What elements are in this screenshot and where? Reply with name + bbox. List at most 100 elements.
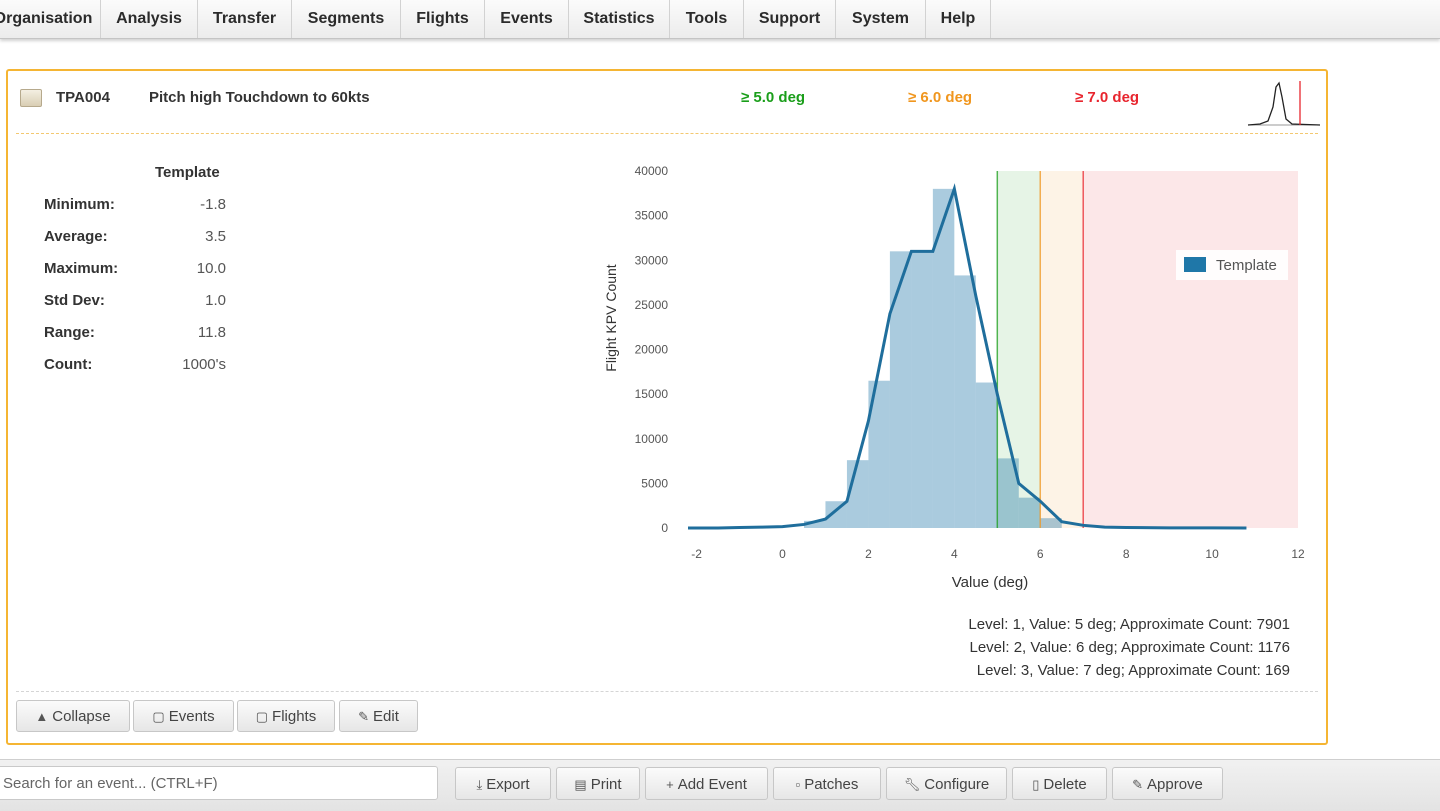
edit-button[interactable]: ✎ Edit	[339, 700, 418, 732]
legend-label: Template	[1216, 257, 1277, 274]
stat-value: 1000's	[182, 356, 226, 373]
stat-row-average: Average: 3.5	[44, 228, 226, 248]
x-tick-label: 2	[865, 547, 872, 561]
x-tick-label: 12	[1291, 547, 1305, 561]
histogram-bar	[803, 520, 826, 528]
delete-button[interactable]: ▯ Delete	[1012, 767, 1107, 800]
event-search-input[interactable]	[0, 766, 438, 800]
nav-item-events[interactable]: Events	[485, 0, 569, 38]
y-tick-label: 0	[661, 521, 668, 535]
level-note-1: Level: 1, Value: 5 deg; Approximate Coun…	[968, 616, 1290, 633]
y-tick-label: 40000	[635, 164, 669, 178]
threshold-zone-2	[1040, 171, 1084, 528]
y-axis-label: Flight KPV Count	[603, 264, 619, 371]
legend-swatch	[1184, 257, 1206, 272]
threshold-zone-1	[997, 171, 1041, 528]
kpv-header[interactable]: TPA004 Pitch high Touchdown to 60kts ≥ 5…	[8, 71, 1326, 133]
nav-item-help[interactable]: Help	[926, 0, 991, 38]
distribution-curve	[688, 183, 1247, 530]
configure-label: Configure	[924, 776, 990, 793]
stat-label: Minimum:	[44, 196, 115, 213]
stat-value: 11.8	[197, 324, 226, 341]
y-tick-label: 10000	[635, 432, 669, 446]
stat-label: Average:	[44, 228, 108, 245]
nav-item-flights[interactable]: Flights	[401, 0, 485, 38]
delete-label: Delete	[1043, 776, 1087, 793]
actions-divider	[16, 691, 1318, 692]
histogram-bar	[975, 382, 998, 528]
add-event-label: Add Event	[677, 776, 747, 793]
nav-item-system[interactable]: System	[836, 0, 926, 38]
stat-label: Std Dev:	[44, 292, 105, 309]
printer-icon: ▤	[574, 777, 587, 792]
add-event-button[interactable]: + Add Event	[645, 767, 768, 800]
trash-icon: ▯	[1032, 777, 1040, 792]
flights-button[interactable]: ▢ Flights	[237, 700, 335, 732]
nav-item-transfer[interactable]: Transfer	[198, 0, 292, 38]
kpv-panel: TPA004 Pitch high Touchdown to 60kts ≥ 5…	[6, 69, 1328, 745]
threshold-zone-3	[1083, 171, 1298, 528]
histogram-bar	[997, 458, 1019, 528]
stat-value: -1.8	[200, 196, 226, 213]
histogram-bar	[825, 501, 847, 528]
nav-item-statistics[interactable]: Statistics	[569, 0, 670, 38]
approve-button[interactable]: ✎ Approve	[1112, 767, 1223, 800]
histogram-chart: 0 5000 10000 15000 20000 25000 30000 35000 40000…	[603, 164, 1305, 591]
nav-item-segments[interactable]: Segments	[292, 0, 401, 38]
collapse-button[interactable]: ▲ Collapse	[16, 700, 130, 732]
x-tick-label: 4	[951, 547, 958, 561]
x-tick-label: 8	[1123, 547, 1130, 561]
y-tick-label: 5000	[641, 476, 668, 490]
histogram-bar	[889, 251, 912, 528]
x-tick-label: 6	[1037, 547, 1044, 561]
histogram-bar	[868, 380, 890, 528]
x-axis-label: Value (deg)	[952, 574, 1028, 591]
patches-button[interactable]: ▫ Patches	[773, 767, 881, 800]
threshold-level-1: ≥ 5.0 deg	[741, 89, 806, 106]
events-button[interactable]: ▢ Events	[133, 700, 234, 732]
patches-label: Patches	[804, 776, 859, 793]
kpv-title: Pitch high Touchdown to 60kts	[149, 89, 370, 106]
level-note-2: Level: 2, Value: 6 deg; Approximate Coun…	[969, 639, 1291, 656]
print-button[interactable]: ▤ Print	[556, 767, 640, 800]
stat-value: 1.0	[205, 292, 226, 309]
bottom-toolbar: ⤓Export ▤Print +Add Event ▫Patches 🔧︎Con…	[0, 759, 1440, 811]
approve-label: Approve	[1147, 776, 1203, 793]
histogram-bar	[1018, 497, 1041, 528]
y-tick-label: 30000	[635, 253, 669, 267]
nav-item-analysis[interactable]: Analysis	[101, 0, 198, 38]
comment-icon: ▢	[152, 709, 165, 724]
x-tick-label: 10	[1205, 547, 1219, 561]
stat-row-count: Count: 1000's	[44, 356, 226, 376]
histogram-bar	[1040, 518, 1062, 528]
y-tick-label: 15000	[635, 387, 669, 401]
pencil-icon: ✎	[1132, 777, 1144, 792]
stat-label: Maximum:	[44, 260, 119, 277]
configure-button[interactable]: 🔧︎ Configure	[886, 767, 1007, 800]
histogram-bar	[932, 188, 955, 528]
nav-item-tools[interactable]: Tools	[670, 0, 744, 38]
top-nav: Organisation Analysis Transfer Segments …	[0, 0, 1440, 39]
stat-label: Range:	[44, 324, 95, 341]
collapse-label: Collapse	[52, 708, 111, 725]
level-note-3: Level: 3, Value: 7 deg; Approximate Coun…	[976, 662, 1290, 679]
stat-row-minimum: Minimum: -1.8	[44, 196, 226, 216]
download-icon: ⤓	[476, 777, 483, 792]
plus-icon: +	[666, 777, 674, 792]
threshold-level-2: ≥ 6.0 deg	[908, 89, 973, 106]
sparkline-distribution-icon	[1247, 81, 1321, 126]
print-label: Print	[590, 776, 622, 793]
nav-item-support[interactable]: Support	[744, 0, 836, 38]
export-button[interactable]: ⤓ Export	[455, 767, 551, 800]
nav-item-organisation[interactable]: Organisation	[0, 0, 101, 38]
stat-row-maximum: Maximum: 10.0	[44, 260, 226, 280]
histogram-bar	[911, 251, 933, 528]
threshold-level-3: ≥ 7.0 deg	[1075, 89, 1140, 106]
stat-label: Count:	[44, 356, 93, 373]
x-tick-label: 0	[779, 547, 786, 561]
edit-label: Edit	[373, 708, 399, 725]
stat-value: 3.5	[205, 228, 226, 245]
expand-toggle-icon[interactable]	[20, 89, 42, 107]
events-label: Events	[168, 708, 215, 725]
stat-row-std-dev: Std Dev: 1.0	[44, 292, 226, 312]
